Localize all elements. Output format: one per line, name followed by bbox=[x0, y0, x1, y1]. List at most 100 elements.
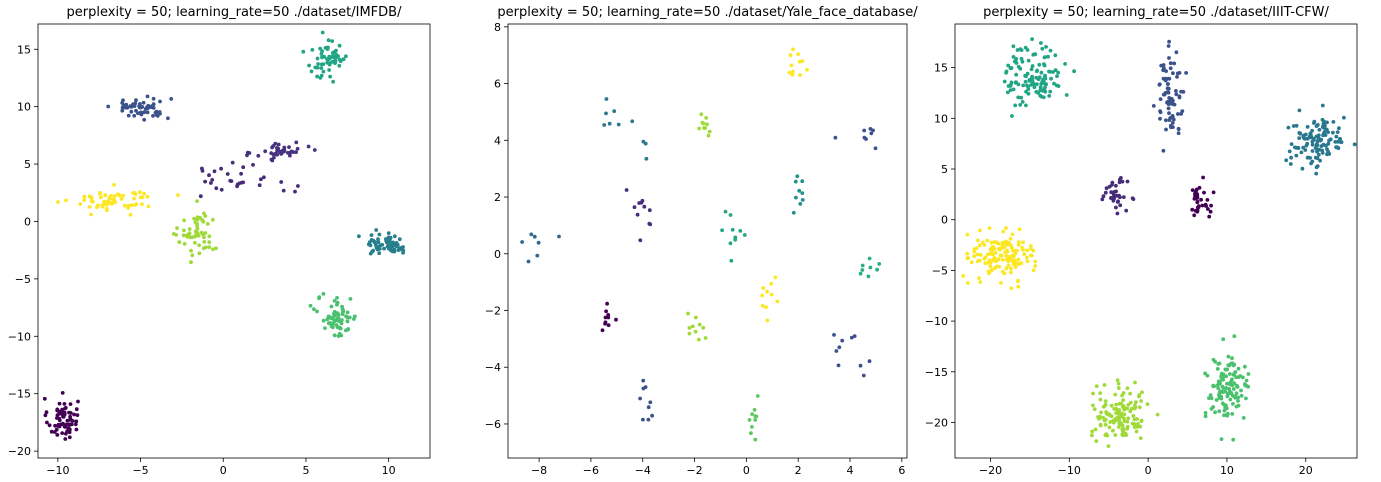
x-tick-label: −10 bbox=[1058, 464, 1081, 477]
x-tick-label: −4 bbox=[635, 464, 651, 477]
data-point bbox=[316, 62, 320, 66]
data-point bbox=[1231, 437, 1236, 442]
axes-frame bbox=[37, 23, 431, 459]
data-point bbox=[1313, 155, 1318, 160]
data-point bbox=[1135, 425, 1140, 429]
data-point bbox=[1016, 64, 1021, 69]
data-point bbox=[82, 194, 87, 199]
data-point bbox=[1195, 200, 1200, 205]
data-point bbox=[1140, 390, 1144, 395]
data-point bbox=[1098, 397, 1103, 402]
data-point bbox=[1337, 139, 1342, 144]
data-point bbox=[105, 206, 109, 211]
data-point bbox=[837, 345, 842, 350]
data-point bbox=[145, 94, 150, 99]
data-point bbox=[1010, 232, 1015, 237]
data-point bbox=[336, 312, 341, 317]
data-point bbox=[151, 114, 155, 118]
data-point bbox=[332, 333, 337, 338]
data-point bbox=[1324, 127, 1329, 132]
data-point bbox=[1110, 195, 1115, 200]
data-point bbox=[325, 47, 330, 51]
data-point bbox=[1109, 403, 1114, 408]
data-point bbox=[1227, 389, 1232, 394]
data-point bbox=[1352, 142, 1357, 147]
data-point bbox=[1331, 130, 1335, 135]
data-point bbox=[987, 270, 992, 275]
data-point bbox=[121, 193, 125, 198]
data-point bbox=[728, 213, 733, 217]
data-point bbox=[1225, 381, 1229, 386]
y-tick-label: 0 bbox=[24, 215, 31, 228]
data-point bbox=[241, 165, 246, 170]
data-point bbox=[1117, 180, 1122, 185]
data-point bbox=[1016, 242, 1021, 247]
data-point bbox=[1158, 116, 1162, 121]
data-point bbox=[401, 245, 405, 249]
y-tick-label: 0 bbox=[494, 248, 501, 261]
data-point bbox=[374, 228, 379, 232]
data-point bbox=[604, 309, 608, 314]
data-point bbox=[1238, 374, 1243, 378]
data-point bbox=[791, 47, 795, 52]
data-point bbox=[122, 203, 127, 208]
data-point bbox=[193, 240, 197, 245]
data-point bbox=[207, 240, 212, 245]
data-point bbox=[272, 155, 276, 160]
data-point bbox=[755, 394, 760, 398]
data-point bbox=[251, 163, 255, 167]
data-point bbox=[60, 431, 65, 435]
data-point bbox=[1167, 56, 1171, 60]
x-tick-label: 0 bbox=[743, 464, 750, 477]
data-point bbox=[401, 250, 405, 255]
data-point bbox=[145, 194, 150, 199]
data-point bbox=[176, 193, 180, 198]
data-point bbox=[1114, 189, 1118, 194]
data-point bbox=[1177, 95, 1182, 100]
data-point bbox=[733, 235, 738, 240]
data-point bbox=[210, 178, 215, 182]
data-point bbox=[1021, 83, 1026, 88]
data-point bbox=[1177, 71, 1182, 75]
data-point bbox=[1155, 412, 1160, 417]
data-point bbox=[1324, 143, 1328, 148]
data-point bbox=[185, 234, 190, 239]
data-point bbox=[834, 349, 839, 353]
data-point bbox=[137, 190, 142, 195]
data-point bbox=[169, 97, 174, 101]
y-tick-label: −10 bbox=[8, 330, 31, 343]
data-point bbox=[210, 217, 215, 222]
data-point bbox=[1122, 412, 1127, 417]
data-point bbox=[335, 316, 340, 321]
data-point bbox=[603, 315, 608, 320]
data-point bbox=[1207, 396, 1211, 400]
data-point bbox=[1011, 87, 1016, 92]
data-point bbox=[1030, 37, 1034, 41]
data-point bbox=[1327, 138, 1331, 143]
data-point bbox=[730, 227, 735, 232]
data-point bbox=[1163, 78, 1168, 83]
data-point bbox=[341, 57, 346, 62]
data-point bbox=[57, 418, 62, 423]
x-tick-label: −20 bbox=[979, 464, 1002, 477]
data-point bbox=[1131, 414, 1136, 418]
subplot-iiit-cfw: perplexity = 50; learning_rate=50 ./data… bbox=[925, 5, 1358, 477]
data-point bbox=[648, 400, 653, 405]
y-tick-label: −5 bbox=[15, 273, 31, 286]
data-point bbox=[1320, 117, 1325, 122]
data-point bbox=[1164, 118, 1168, 123]
subplot-imfdb: perplexity = 50; learning_rate=50 ./data… bbox=[8, 5, 431, 477]
x-tick-label: −5 bbox=[132, 464, 148, 477]
data-point bbox=[997, 246, 1001, 251]
data-point bbox=[1314, 134, 1319, 139]
data-point bbox=[1167, 96, 1172, 100]
data-point bbox=[1239, 393, 1244, 398]
data-point bbox=[699, 112, 704, 117]
data-point bbox=[391, 240, 395, 245]
data-point bbox=[1221, 337, 1226, 342]
data-point bbox=[132, 196, 137, 201]
data-point bbox=[535, 253, 540, 258]
data-point bbox=[1297, 136, 1302, 141]
data-point bbox=[112, 183, 116, 187]
x-tick-label: −8 bbox=[531, 464, 547, 477]
